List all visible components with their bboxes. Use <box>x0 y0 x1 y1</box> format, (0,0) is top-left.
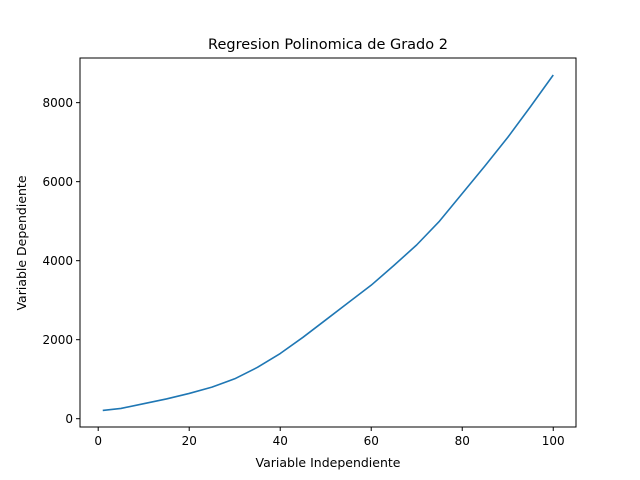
chart-title: Regresion Polinomica de Grado 2 <box>208 37 448 53</box>
x-tick-label: 80 <box>455 434 470 448</box>
y-tick-label: 0 <box>65 412 73 426</box>
y-tick-label: 8000 <box>42 96 73 110</box>
y-tick-label: 6000 <box>42 175 73 189</box>
y-axis-label: Variable Dependiente <box>14 175 29 310</box>
y-axis-ticks: 0 2000 4000 6000 8000 <box>42 96 80 426</box>
y-tick-label: 2000 <box>42 333 73 347</box>
series-layer <box>102 74 554 412</box>
x-tick-label: 100 <box>542 434 565 448</box>
series-line <box>102 74 554 412</box>
plot-frame <box>79 57 577 428</box>
x-axis-ticks: 0 20 40 60 80 100 <box>94 427 565 448</box>
x-axis-label: Variable Independiente <box>256 455 401 470</box>
x-tick-label: 20 <box>182 434 197 448</box>
x-tick-label: 0 <box>94 434 102 448</box>
y-tick-label: 4000 <box>42 254 73 268</box>
x-tick-label: 60 <box>364 434 379 448</box>
x-tick-label: 40 <box>273 434 288 448</box>
